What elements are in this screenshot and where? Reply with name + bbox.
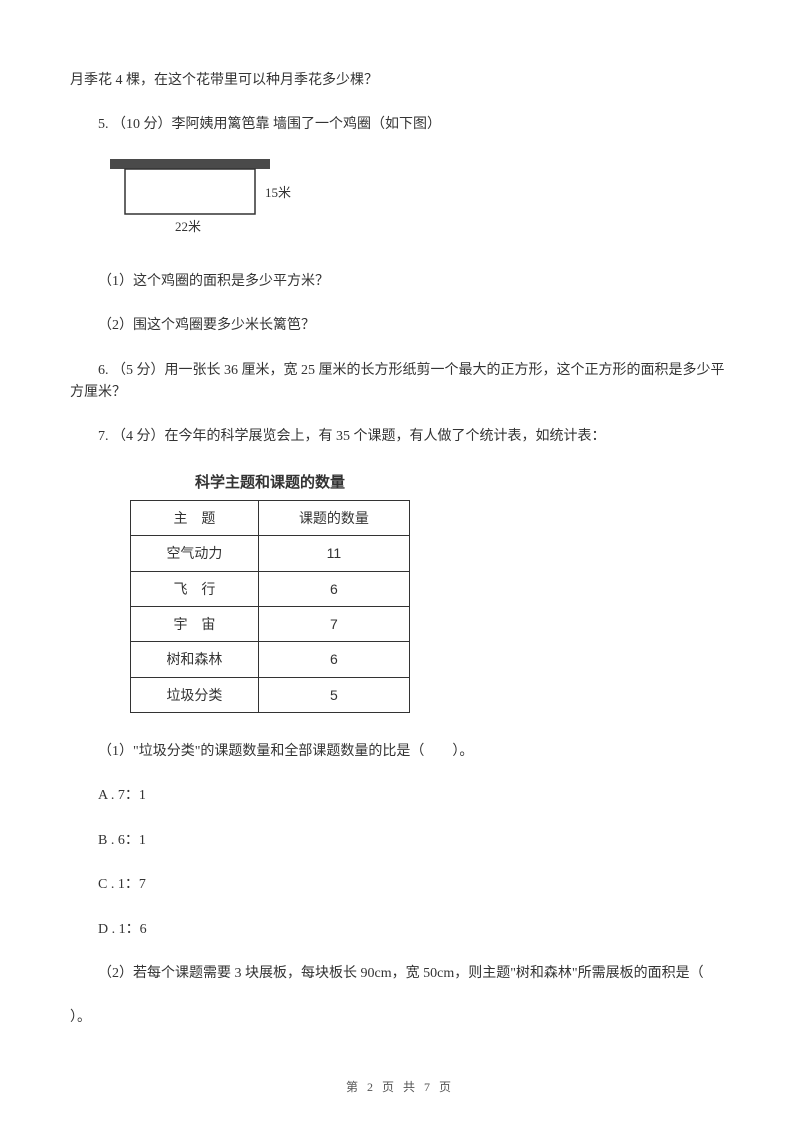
table-cell: 6 bbox=[258, 571, 409, 606]
question-5-sub1: （1）这个鸡圈的面积是多少平方米？ bbox=[70, 271, 730, 293]
option-a: A . 7：1 bbox=[70, 785, 730, 807]
table-header-1: 主 题 bbox=[131, 500, 259, 535]
table-title: 科学主题和课题的数量 bbox=[130, 471, 410, 495]
table-row: 空气动力 11 bbox=[131, 536, 410, 571]
question-5-text: 5. （10 分）李阿姨用篱笆靠 墙围了一个鸡圈（如下图） bbox=[70, 114, 730, 136]
table-cell: 树和森林 bbox=[131, 642, 259, 677]
table-header-2: 课题的数量 bbox=[258, 500, 409, 535]
question-5-sub2: （2）围这个鸡圈要多少米长篱笆？ bbox=[70, 315, 730, 337]
table-row: 树和森林 6 bbox=[131, 642, 410, 677]
question-7-sub2-b: ）。 bbox=[70, 1007, 730, 1029]
question-7-sub2-a: （2）若每个课题需要 3 块展板，每块板长 90cm，宽 50cm，则主题"树和… bbox=[70, 963, 730, 985]
question-7-sub1: （1）"垃圾分类"的课题数量和全部课题数量的比是（ ）。 bbox=[70, 741, 730, 763]
question-6-content: 6. （5 分）用一张长 36 厘米，宽 25 厘米的长方形纸剪一个最大的正方形… bbox=[70, 363, 725, 400]
table-cell: 7 bbox=[258, 606, 409, 641]
table-cell: 宇 宙 bbox=[131, 606, 259, 641]
label-bottom: 22米 bbox=[175, 219, 201, 234]
table-cell: 11 bbox=[258, 536, 409, 571]
option-d: D . 1：6 bbox=[70, 919, 730, 941]
page-footer: 第 2 页 共 7 页 bbox=[0, 1078, 800, 1097]
table-cell: 飞 行 bbox=[131, 571, 259, 606]
continuation-text: 月季花 4 棵，在这个花带里可以种月季花多少棵？ bbox=[70, 70, 730, 92]
table-cell: 5 bbox=[258, 677, 409, 712]
question-7-text: 7. （4 分）在今年的科学展览会上，有 35 个课题，有人做了个统计表，如统计… bbox=[70, 426, 730, 448]
table-row: 宇 宙 7 bbox=[131, 606, 410, 641]
option-c: C . 1：7 bbox=[70, 874, 730, 896]
table-cell: 空气动力 bbox=[131, 536, 259, 571]
label-right: 15米 bbox=[265, 185, 291, 200]
table-row: 飞 行 6 bbox=[131, 571, 410, 606]
option-b: B . 6：1 bbox=[70, 830, 730, 852]
coop-rect bbox=[125, 169, 255, 214]
table-cell: 6 bbox=[258, 642, 409, 677]
table-cell: 垃圾分类 bbox=[131, 677, 259, 712]
table-header-row: 主 题 课题的数量 bbox=[131, 500, 410, 535]
table-row: 垃圾分类 5 bbox=[131, 677, 410, 712]
question-6-text: 6. （5 分）用一张长 36 厘米，宽 25 厘米的长方形纸剪一个最大的正方形… bbox=[70, 360, 730, 405]
diagram-svg: 15米 22米 bbox=[110, 159, 330, 249]
chicken-coop-diagram: 15米 22米 bbox=[110, 159, 730, 249]
wall-rect bbox=[110, 159, 270, 169]
stats-table: 主 题 课题的数量 空气动力 11 飞 行 6 宇 宙 7 树和森林 6 垃圾分… bbox=[130, 500, 410, 713]
